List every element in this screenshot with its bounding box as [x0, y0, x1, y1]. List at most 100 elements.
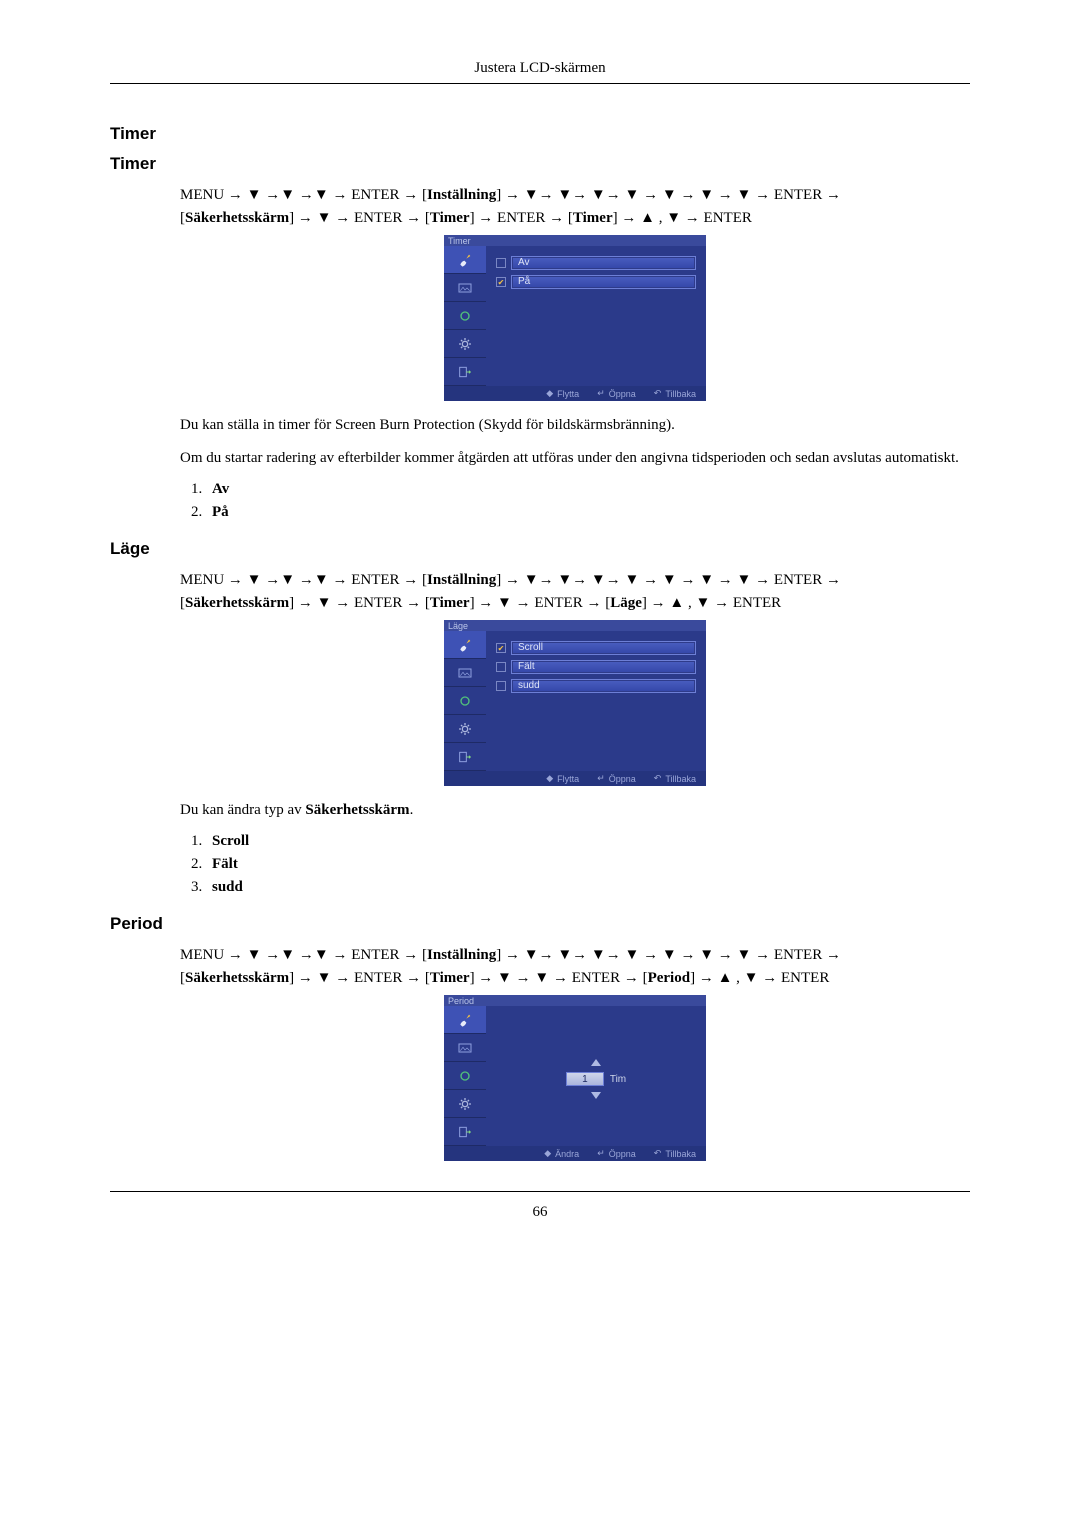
- footer-open: ↵Öppna: [597, 1148, 636, 1159]
- nav-bold: Timer: [573, 210, 613, 226]
- nav-bold: Timer: [430, 210, 470, 226]
- period-value: 1: [566, 1072, 604, 1086]
- nav-path-period: MENU → ▼ →▼ →▼ → ENTER → [Inställning] →…: [180, 944, 970, 989]
- osd-option: Av: [496, 256, 696, 270]
- nav-text: ] → ▼→ ▼→ ▼→ ▼ → ▼ → ▼ → ▼ → ENTER →: [496, 572, 841, 588]
- osd-option-label: Fält: [511, 660, 696, 674]
- exit-icon: [444, 743, 486, 771]
- list-item: Scroll: [206, 833, 970, 850]
- list-item: Av: [206, 481, 970, 498]
- circle-icon: [444, 302, 486, 330]
- image-icon: [444, 1034, 486, 1062]
- osd-option-label: Av: [511, 256, 696, 270]
- nav-bold: Säkerhetsskärm: [185, 210, 289, 226]
- list-item-label: Av: [212, 481, 229, 497]
- list-item-label: På: [212, 504, 229, 520]
- footer-back: ↶Tillbaka: [654, 388, 696, 399]
- list-item: Fält: [206, 856, 970, 873]
- page-number: 66: [110, 1204, 970, 1221]
- section-heading-period: Period: [110, 914, 970, 934]
- nav-path-timer: MENU → ▼ →▼ →▼ → ENTER → [Inställning] →…: [180, 184, 970, 229]
- footer-move: ◆Flytta: [546, 773, 579, 784]
- footer-open: ↵Öppna: [597, 773, 636, 784]
- nav-bold: Timer: [430, 595, 470, 611]
- nav-bold: Säkerhetsskärm: [185, 970, 289, 986]
- osd-content: ✔ Scroll Fält sudd: [486, 631, 706, 771]
- checkbox-icon: [496, 258, 506, 268]
- list-item: På: [206, 504, 970, 521]
- nav-text: ] → ▲ , ▼ → ENTER: [642, 595, 781, 611]
- nav-text: MENU → ▼ →▼ →▼ → ENTER → [: [180, 947, 427, 963]
- list-item-label: Fält: [212, 856, 238, 872]
- brush-icon: [444, 1006, 486, 1034]
- osd-screenshot-lage: Läge ✔ Scroll Fält: [444, 620, 706, 786]
- nav-text: ] → ▼→ ▼→ ▼→ ▼ → ▼ → ▼ → ▼ → ENTER →: [496, 187, 841, 203]
- checkbox-icon: [496, 681, 506, 691]
- circle-icon: [444, 1062, 486, 1090]
- osd-option-label: På: [511, 275, 696, 289]
- footer-move: ◆Flytta: [546, 388, 579, 399]
- nav-text: ] → ▼ → ENTER → [: [289, 595, 430, 611]
- nav-text: ] → ▲ , ▼ → ENTER: [690, 970, 829, 986]
- footer-rule: [110, 1191, 970, 1192]
- footer-back: ↶Tillbaka: [654, 773, 696, 784]
- text: .: [410, 802, 414, 818]
- body-text: Du kan ställa in timer för Screen Burn P…: [180, 415, 970, 436]
- arrow-down-icon: [591, 1092, 601, 1099]
- osd-content: Av ✔ På: [486, 246, 706, 386]
- nav-text: MENU → ▼ →▼ →▼ → ENTER → [: [180, 572, 427, 588]
- osd-option: ✔ På: [496, 275, 696, 289]
- osd-sidebar: [444, 246, 486, 386]
- nav-path-lage: MENU → ▼ →▼ →▼ → ENTER → [Inställning] →…: [180, 569, 970, 614]
- osd-screenshot-timer: Timer Av ✔ På: [444, 235, 706, 401]
- body-text: Om du startar radering av efterbilder ko…: [180, 448, 970, 469]
- osd-option: Fält: [496, 660, 696, 674]
- list-item: sudd: [206, 879, 970, 896]
- osd-option-label: sudd: [511, 679, 696, 693]
- nav-bold: Inställning: [427, 572, 496, 588]
- nav-bold: Timer: [430, 970, 470, 986]
- nav-bold: Inställning: [427, 947, 496, 963]
- gear-icon: [444, 715, 486, 743]
- gear-icon: [444, 330, 486, 358]
- nav-text: ] → ▼ → ENTER → [: [289, 970, 430, 986]
- osd-sidebar: [444, 631, 486, 771]
- list-item-label: sudd: [212, 879, 243, 895]
- osd-content: 1 Tim: [486, 1006, 706, 1146]
- osd-footer: ◆Flytta ↵Öppna ↶Tillbaka: [444, 386, 706, 401]
- nav-bold: Läge: [610, 595, 642, 611]
- osd-title: Läge: [444, 620, 706, 631]
- osd-screenshot-period: Period 1 Tim: [444, 995, 706, 1161]
- numbered-list: Av På: [180, 481, 970, 521]
- nav-text: ] → ▼ → ▼ → ENTER → [: [470, 970, 648, 986]
- text: Du kan ändra typ av: [180, 802, 305, 818]
- osd-title: Period: [444, 995, 706, 1006]
- checkbox-icon: ✔: [496, 643, 506, 653]
- image-icon: [444, 274, 486, 302]
- osd-option: ✔ Scroll: [496, 641, 696, 655]
- gear-icon: [444, 1090, 486, 1118]
- section-heading-timer-2: Timer: [110, 154, 970, 174]
- osd-footer: ◆Ändra ↵Öppna ↶Tillbaka: [444, 1146, 706, 1161]
- header-rule: [110, 83, 970, 84]
- osd-title: Timer: [444, 235, 706, 246]
- nav-bold: Säkerhetsskärm: [185, 595, 289, 611]
- numbered-list: Scroll Fält sudd: [180, 833, 970, 896]
- period-unit: Tim: [610, 1074, 626, 1085]
- footer-back: ↶Tillbaka: [654, 1148, 696, 1159]
- nav-bold: Period: [648, 970, 691, 986]
- section-heading-lage: Läge: [110, 539, 970, 559]
- nav-text: ] → ▼→ ▼→ ▼→ ▼ → ▼ → ▼ → ▼ → ENTER →: [496, 947, 841, 963]
- nav-text: ] → ▼ → ENTER → [: [289, 210, 430, 226]
- list-item-label: Scroll: [212, 833, 249, 849]
- arrow-up-icon: [591, 1059, 601, 1066]
- checkbox-icon: [496, 662, 506, 672]
- text-bold: Säkerhetsskärm: [305, 802, 409, 818]
- nav-text: ] → ENTER → [: [470, 210, 573, 226]
- nav-text: MENU → ▼ →▼ →▼ → ENTER → [: [180, 187, 427, 203]
- footer-open: ↵Öppna: [597, 388, 636, 399]
- osd-footer: ◆Flytta ↵Öppna ↶Tillbaka: [444, 771, 706, 786]
- exit-icon: [444, 1118, 486, 1146]
- nav-text: ] → ▼ → ENTER → [: [470, 595, 611, 611]
- osd-option: sudd: [496, 679, 696, 693]
